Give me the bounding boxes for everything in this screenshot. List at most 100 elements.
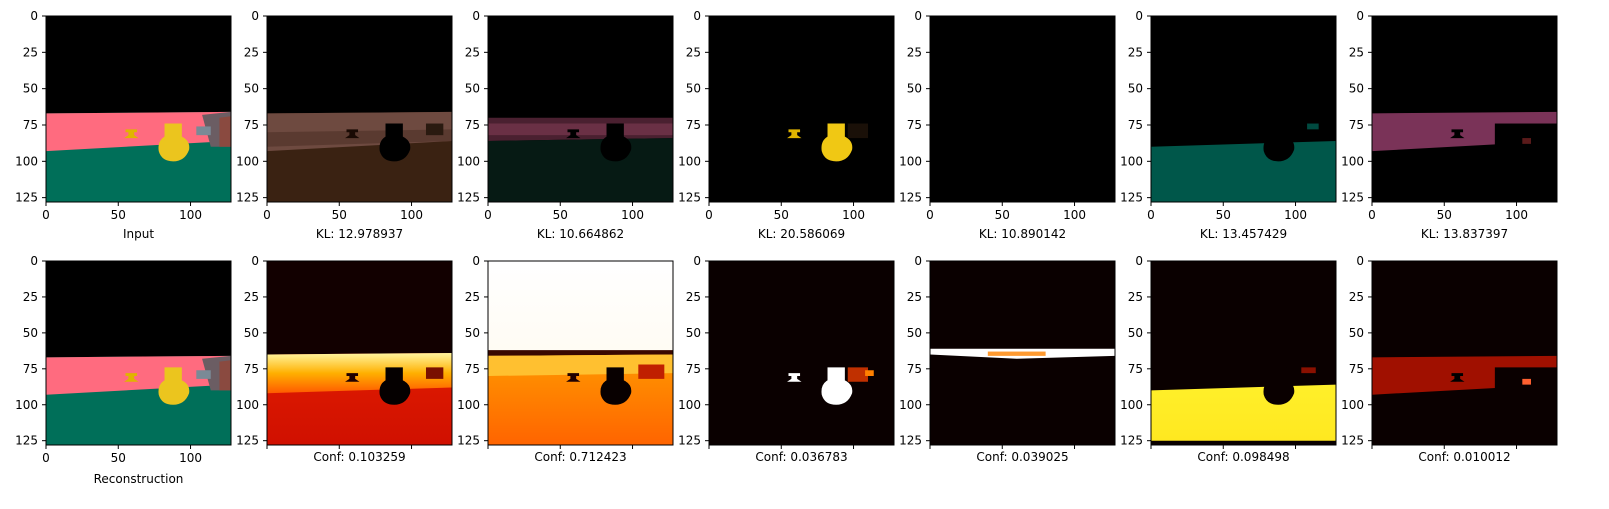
panel-frame [929, 15, 1116, 203]
y-tick-label: 75 [907, 362, 922, 376]
panel-frame [1150, 15, 1337, 203]
panel-frame [929, 260, 1116, 446]
y-tick-label: 50 [686, 82, 701, 96]
x-tick-label: 100 [179, 208, 202, 222]
y-tick-label: 25 [244, 45, 259, 59]
y-tick-label: 125 [15, 191, 38, 205]
y-tick-label: 75 [23, 118, 38, 132]
y-tick-label: 50 [23, 82, 38, 96]
y-tick-label: 0 [472, 9, 480, 23]
y-tick-label: 75 [1349, 362, 1364, 376]
y-tick-label: 25 [1349, 290, 1364, 304]
x-tick-label: 0 [263, 208, 271, 222]
panel-caption: KL: 13.457429 [1200, 227, 1287, 241]
x-tick-label: 50 [1216, 208, 1231, 222]
y-tick-label: 100 [899, 398, 922, 412]
panel-caption: KL: 20.586069 [758, 227, 845, 241]
y-tick-label: 75 [1128, 362, 1143, 376]
y-tick-label: 0 [1135, 9, 1143, 23]
panel-frame [266, 15, 453, 203]
y-tick-label: 75 [1128, 118, 1143, 132]
y-tick-label: 50 [1128, 326, 1143, 340]
y-tick-label: 100 [457, 398, 480, 412]
panel-bottom-1 [267, 261, 452, 445]
y-tick-label: 0 [914, 9, 922, 23]
y-tick-label: 50 [1349, 326, 1364, 340]
y-tick-label: 0 [30, 254, 38, 268]
y-tick-label: 0 [472, 254, 480, 268]
panel-caption: Conf: 0.036783 [755, 450, 847, 464]
y-tick-label: 100 [678, 154, 701, 168]
y-tick-label: 75 [686, 362, 701, 376]
x-tick-label: 0 [705, 208, 713, 222]
panel-frame [487, 260, 674, 446]
x-tick-label: 100 [621, 208, 644, 222]
y-tick-label: 75 [907, 118, 922, 132]
y-tick-label: 25 [244, 290, 259, 304]
y-tick-label: 0 [693, 9, 701, 23]
y-tick-label: 125 [457, 434, 480, 448]
x-tick-label: 50 [332, 208, 347, 222]
y-tick-label: 0 [914, 254, 922, 268]
x-tick-label: 100 [1505, 208, 1528, 222]
y-tick-label: 100 [1120, 398, 1143, 412]
panel-caption: Input [123, 227, 154, 241]
panel-top-1 [267, 16, 452, 202]
y-tick-label: 25 [907, 290, 922, 304]
panel-bottom-5 [1151, 261, 1336, 445]
panel-frame [1371, 260, 1558, 446]
x-tick-label: 50 [111, 208, 126, 222]
y-tick-label: 50 [244, 326, 259, 340]
x-tick-label: 100 [400, 208, 423, 222]
y-tick-label: 75 [465, 118, 480, 132]
panel-caption: Reconstruction [94, 472, 184, 486]
x-tick-label: 0 [1147, 208, 1155, 222]
y-tick-label: 25 [23, 45, 38, 59]
panel-caption: KL: 13.837397 [1421, 227, 1508, 241]
y-tick-label: 50 [686, 326, 701, 340]
panel-bottom-0 [46, 261, 231, 445]
y-tick-label: 50 [23, 326, 38, 340]
x-tick-label: 0 [42, 451, 50, 465]
x-tick-label: 50 [553, 208, 568, 222]
y-tick-label: 0 [251, 254, 259, 268]
y-tick-label: 0 [1135, 254, 1143, 268]
y-tick-label: 75 [23, 362, 38, 376]
x-tick-label: 100 [1284, 208, 1307, 222]
y-tick-label: 125 [1341, 191, 1364, 205]
y-tick-label: 100 [236, 154, 259, 168]
panel-frame [487, 15, 674, 203]
y-tick-label: 0 [30, 9, 38, 23]
y-tick-label: 0 [1356, 9, 1364, 23]
y-tick-label: 25 [465, 290, 480, 304]
y-tick-label: 50 [244, 82, 259, 96]
y-tick-label: 125 [1120, 434, 1143, 448]
panel-bottom-6 [1372, 261, 1557, 445]
y-tick-label: 25 [23, 290, 38, 304]
y-tick-label: 125 [236, 434, 259, 448]
x-tick-label: 0 [926, 208, 934, 222]
panel-caption: Conf: 0.039025 [976, 450, 1068, 464]
panel-caption: KL: 10.890142 [979, 227, 1066, 241]
y-tick-label: 50 [465, 326, 480, 340]
panel-bottom-3 [709, 261, 894, 445]
panel-bottom-4 [930, 261, 1115, 445]
panel-caption: Conf: 0.712423 [534, 450, 626, 464]
y-tick-label: 100 [1120, 154, 1143, 168]
y-tick-label: 25 [907, 45, 922, 59]
y-tick-label: 100 [15, 154, 38, 168]
y-tick-label: 125 [899, 191, 922, 205]
y-tick-label: 100 [1341, 398, 1364, 412]
x-tick-label: 0 [1368, 208, 1376, 222]
panel-frame [1150, 260, 1337, 446]
y-tick-label: 50 [1128, 82, 1143, 96]
panel-top-4 [930, 16, 1115, 202]
x-tick-label: 50 [111, 451, 126, 465]
panel-top-6 [1372, 16, 1557, 202]
panel-top-0 [46, 16, 231, 202]
y-tick-label: 75 [465, 362, 480, 376]
x-tick-label: 0 [484, 208, 492, 222]
x-tick-label: 50 [995, 208, 1010, 222]
y-tick-label: 100 [457, 154, 480, 168]
y-tick-label: 50 [1349, 82, 1364, 96]
